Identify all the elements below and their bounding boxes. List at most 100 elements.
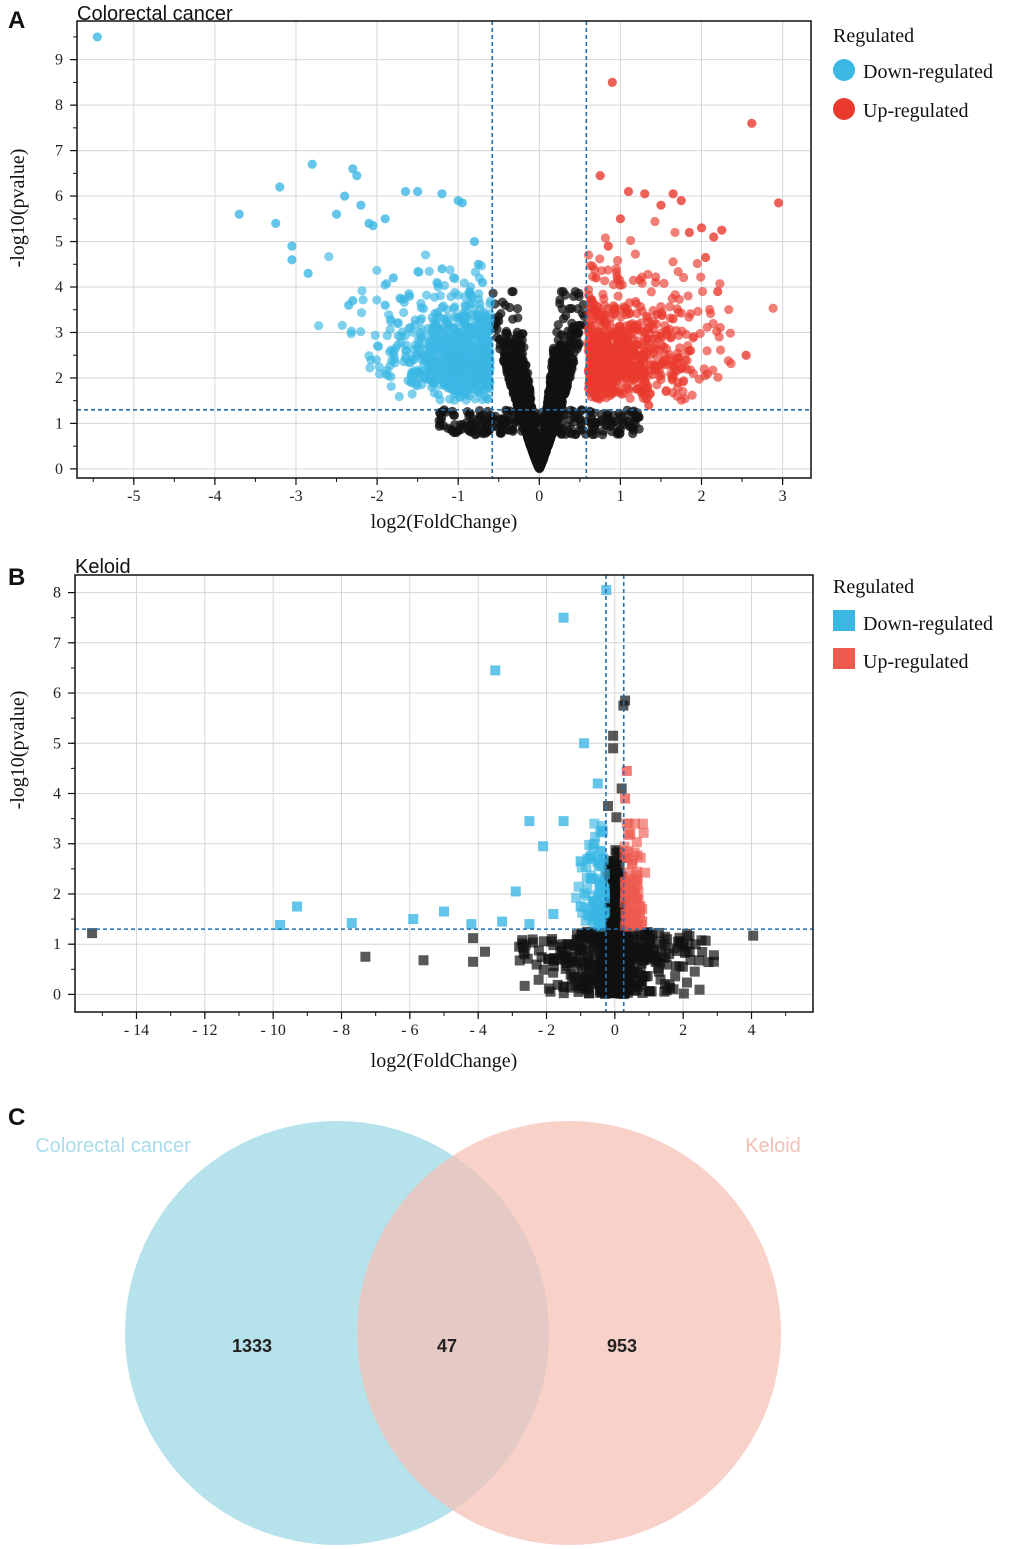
data-point-a [741,350,751,360]
data-point-a [621,305,631,316]
y-tick-label-a: 0 [55,461,63,478]
data-point-a [356,326,366,337]
data-point-a [287,241,297,251]
data-point-a [481,419,491,429]
data-point-a [557,304,567,314]
data-point-a [613,291,623,301]
data-point-a [423,362,433,372]
data-point-a [92,32,102,42]
data-point-a [607,77,617,87]
data-point-a [429,377,439,388]
data-point-a [630,249,640,259]
x-tick-label-a: 0 [535,488,543,505]
data-point-a [515,385,525,395]
data-point-a [595,171,605,181]
data-point-a [715,322,725,333]
data-point-a [668,257,678,267]
data-point-a [481,428,491,438]
data-point-a [512,330,522,340]
data-point-a [685,365,696,375]
data-point-a [640,189,650,199]
data-point-a [674,294,684,305]
data-point-a [650,216,660,227]
data-point-a [539,441,549,451]
data-point-a [513,366,524,376]
data-point-a [418,303,429,314]
data-point-a [684,312,694,322]
data-point-a [588,336,598,347]
data-point-a [473,259,484,269]
data-point-a [476,366,487,376]
data-point-a [680,394,690,404]
x-tick-label-a: -2 [370,488,383,505]
data-point-a [644,343,654,353]
data-point-a [337,320,347,330]
data-point-a [502,406,512,416]
data-point-a [569,291,579,301]
y-tick-label-a: 2 [55,370,63,387]
data-point-a [646,287,656,297]
data-point-a [473,311,483,321]
data-point-a [697,286,708,297]
data-point-a [465,298,475,309]
data-point-a [401,345,411,355]
data-point-a [605,332,615,342]
data-point-a [597,355,607,365]
y-tick-label-a: 9 [55,52,63,69]
data-point-a [587,367,597,378]
data-point-a [404,291,415,301]
data-point-a [645,388,655,399]
data-point-a [656,200,666,210]
data-point-a [442,324,452,334]
data-point-a [695,328,705,339]
data-point-a [420,250,431,260]
legend-label-up-a: Up-regulated [863,100,969,122]
data-point-a [555,377,565,387]
data-point-a [352,171,362,181]
threshold-lines-a [77,21,811,478]
data-point-a [438,376,448,387]
data-point-a [513,313,523,323]
data-point-a [469,236,480,247]
data-point-a [358,295,368,305]
data-point-a [611,264,621,274]
data-point-a [314,321,324,331]
data-point-a [631,296,641,307]
data-point-a [530,429,540,439]
data-point-a [395,293,405,303]
data-point-a [413,186,423,197]
data-point-a [365,363,375,373]
y-tick-label-a: 1 [55,415,63,432]
data-point-a [438,339,449,350]
data-point-a [414,267,424,277]
y-tick-label-a: 8 [55,97,63,114]
data-point-a [394,391,404,402]
data-point-a [462,364,472,374]
data-point-a [494,316,504,326]
plot-title-a: Colorectal cancer [77,3,233,25]
points-a [92,32,784,474]
data-point-a [540,413,550,423]
data-point-a [450,374,460,385]
x-tick-label-a: 2 [698,488,706,505]
data-point-a [562,344,572,354]
data-point-a [625,361,635,371]
data-point-a [324,252,334,262]
x-axis-label-a: log2(FoldChange) [371,511,518,533]
data-point-a [474,339,484,350]
data-point-a [724,304,734,315]
data-point-a [662,329,673,340]
data-point-a [670,365,680,375]
data-point-a [713,286,723,297]
data-point-a [399,307,409,318]
data-point-a [558,314,569,324]
data-point-a [431,320,441,330]
data-point-a [386,381,396,391]
data-point-a [668,189,678,199]
data-point-a [696,272,706,282]
panel-letter-a: A [8,7,25,34]
data-point-a [704,304,715,315]
data-point-a [597,266,607,276]
data-point-a [434,421,444,431]
